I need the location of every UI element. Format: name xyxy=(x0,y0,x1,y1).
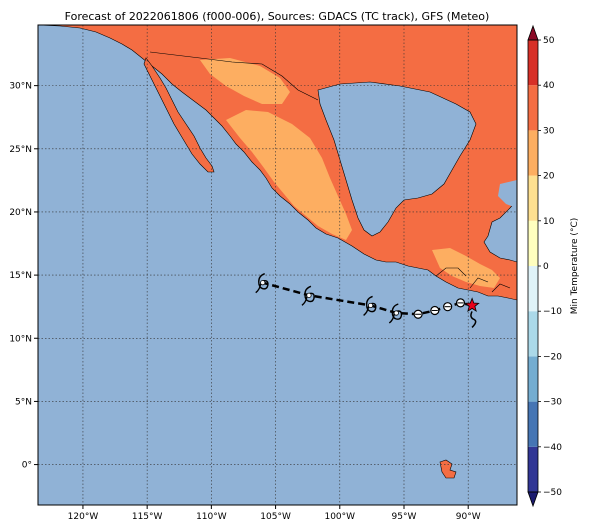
map-frame xyxy=(37,24,518,506)
country-borders xyxy=(149,51,511,293)
latitude-axis: 30°N 25°N 20°N 15°N 10°N 5°N 0° xyxy=(9,82,38,471)
colorbar-bin xyxy=(528,401,538,447)
map-gridlines xyxy=(38,25,517,505)
colorbar-tick-label: −50 xyxy=(543,488,562,498)
colorbar: 50 40 30 20 10 0 −10 −20 −30 −40 −50 xyxy=(527,24,562,508)
colorbar-bin xyxy=(528,356,538,402)
colorbar-bin xyxy=(528,175,538,221)
tc-track xyxy=(255,273,480,328)
colorbar-extend-min xyxy=(527,491,539,508)
lat-tick-label: 10°N xyxy=(9,334,32,344)
colorbar-bin xyxy=(528,446,538,492)
colorbar-bin xyxy=(528,220,538,266)
lon-tick-label: 95°W xyxy=(392,512,417,522)
land-yucatan-mild xyxy=(432,248,500,288)
lat-tick-label: 0° xyxy=(22,461,32,471)
gulf-of-mexico xyxy=(317,81,477,237)
caribbean-sea xyxy=(498,180,517,208)
longitude-axis: 120°W 115°W 110°W 105°W 100°W 95°W 90°W xyxy=(68,505,481,522)
colorbar-tick-label: 10 xyxy=(543,217,555,227)
land-baja-california xyxy=(143,57,215,173)
map-area xyxy=(37,24,518,506)
colorbar-tick-label: 20 xyxy=(543,172,555,182)
colorbar-tick-label: 30 xyxy=(543,126,555,136)
lon-tick-label: 115°W xyxy=(132,512,163,522)
track-point-hurricane-eye xyxy=(306,292,312,298)
colorbar-label: Min Temperature (°C) xyxy=(570,218,580,315)
track-point-current xyxy=(464,297,480,313)
colorbar-bin xyxy=(528,311,538,357)
track-point-hurricane-eye xyxy=(393,310,399,316)
colorbar-tick-label: −30 xyxy=(543,398,562,408)
colorbar-bin xyxy=(528,40,538,86)
lon-tick-label: 105°W xyxy=(260,512,291,522)
colorbar-tick-label: −40 xyxy=(543,443,562,453)
colorbar-tick-label: 40 xyxy=(543,81,555,91)
lat-tick-label: 20°N xyxy=(9,208,32,218)
lon-tick-label: 110°W xyxy=(196,512,227,522)
colorbar-tick-label: −20 xyxy=(543,352,562,362)
track-point-hurricane-eye xyxy=(368,302,374,309)
colorbar-tick-label: −10 xyxy=(543,307,562,317)
lon-tick-label: 90°W xyxy=(456,512,481,522)
lat-tick-label: 5°N xyxy=(15,397,32,407)
land-highlands-mild xyxy=(226,110,352,240)
lon-tick-label: 100°W xyxy=(324,512,355,522)
track-tail xyxy=(470,311,477,328)
lat-tick-label: 25°N xyxy=(9,145,32,155)
colorbar-bin xyxy=(528,130,538,176)
colorbar-tick-label: 0 xyxy=(543,262,549,272)
track-point-hurricane-eye xyxy=(260,280,266,286)
lon-tick-label: 120°W xyxy=(68,512,99,522)
lat-tick-label: 15°N xyxy=(9,271,32,281)
figure-title: Forecast of 2022061806 (f000-006), Sourc… xyxy=(65,10,490,23)
colorbar-extend-max xyxy=(527,24,539,41)
colorbar-bin xyxy=(528,266,538,312)
colorbar-tick-label: 50 xyxy=(543,36,555,46)
colorbar-bin xyxy=(528,85,538,131)
lat-tick-label: 30°N xyxy=(9,82,32,92)
land-usa-mild xyxy=(200,58,290,104)
